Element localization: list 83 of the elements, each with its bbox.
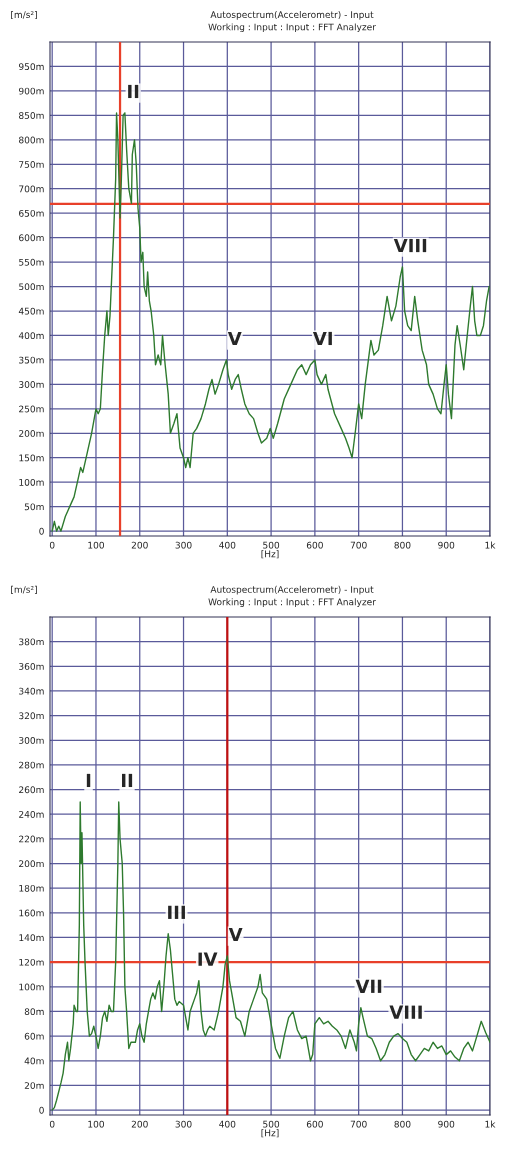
chart-title: Autospectrum(Accelerometr) - Input (210, 11, 374, 20)
y-tick-label: 0 (39, 1106, 44, 1114)
y-axis-title: [m/s²] (11, 11, 37, 20)
annotation: VIII (393, 238, 427, 253)
y-tick-label: 180m (19, 884, 44, 892)
annotation: I (86, 773, 91, 788)
x-tick-label: 0 (49, 541, 55, 549)
y-tick-label: 300m (19, 381, 44, 388)
x-tick-label: 700 (350, 1120, 367, 1128)
y-axis-title: [m/s²] (11, 585, 37, 594)
y-tick-label: 220m (19, 835, 44, 843)
x-tick-label: 500 (263, 1120, 280, 1128)
x-tick-label: 200 (131, 541, 148, 549)
x-tick-label: 400 (219, 541, 236, 549)
y-tick-label: 750m (19, 161, 44, 168)
x-tick-label: 0 (49, 1120, 55, 1128)
y-tick-label: 850m (19, 112, 44, 119)
x-tick-label: 100 (88, 541, 104, 549)
x-tick-label: 900 (438, 1120, 455, 1128)
y-tick-label: 100m (19, 478, 44, 486)
y-tick-label: 900m (18, 87, 44, 95)
x-tick-label: 800 (394, 1120, 411, 1128)
x-tick-label: 800 (394, 541, 411, 549)
x-tick-label: 1k (485, 1120, 496, 1128)
y-tick-label: 250m (19, 405, 44, 413)
x-tick-label: 400 (219, 1120, 236, 1128)
y-tick-label: 650m (19, 209, 44, 217)
y-tick-label: 100m (19, 983, 44, 991)
y-tick-label: 200m (19, 430, 44, 437)
x-tick-label: 500 (263, 541, 280, 549)
annotation: V (227, 331, 242, 346)
y-tick-label: 140m (19, 934, 44, 942)
y-tick-label: 200m (19, 860, 44, 868)
annotation: VII (355, 979, 382, 993)
y-tick-label: 0 (39, 527, 44, 535)
x-tick-label: 300 (175, 541, 192, 549)
y-tick-label: 450m (18, 307, 44, 315)
y-tick-label: 500m (19, 283, 44, 291)
line-series (51, 112, 490, 532)
y-tick-label: 40m (24, 1057, 44, 1065)
annotation: II (122, 773, 133, 788)
y-tick-label: 240m (19, 810, 44, 818)
annotation: V (228, 927, 243, 942)
y-tick-label: 60m (24, 1032, 44, 1040)
y-tick-label: 950m (18, 63, 44, 71)
x-axis-title: [Hz] (261, 550, 279, 559)
y-tick-label: 150m (19, 454, 44, 462)
chart-subtitle: Working : Input : Input : FFT Analyzer (208, 598, 376, 608)
x-tick-label: 300 (175, 1120, 192, 1128)
y-tick-label: 320m (19, 712, 44, 720)
annotation: IV (198, 952, 218, 966)
x-axis-title: [Hz] (261, 1129, 279, 1138)
x-tick-label: 700 (350, 541, 367, 549)
y-tick-label: 120m (19, 958, 44, 966)
x-tick-label: 600 (306, 541, 323, 549)
y-tick-label: 260m (19, 786, 44, 794)
y-tick-label: 800m (19, 136, 44, 144)
x-tick-label: 900 (438, 541, 455, 549)
y-tick-label: 360m (19, 663, 44, 670)
y-tick-label: 700m (19, 185, 44, 193)
annotation: VIII (389, 1005, 422, 1019)
x-tick-label: 600 (306, 1120, 323, 1128)
y-tick-label: 300m (19, 737, 44, 744)
annotation: III (168, 905, 185, 919)
chart-title: Autospectrum(Accelerometr) - Input (210, 585, 374, 595)
y-tick-label: 80m (24, 1008, 44, 1016)
x-tick-label: 200 (131, 1120, 148, 1128)
annotation: II (128, 84, 139, 99)
y-tick-label: 160m (19, 909, 44, 917)
y-tick-label: 340m (19, 687, 44, 695)
y-tick-label: 350m (19, 356, 44, 364)
y-tick-label: 20m (24, 1082, 44, 1089)
annotation: VI (312, 331, 332, 346)
y-tick-label: 50m (24, 503, 44, 511)
chart-subtitle: Working : Input : Input : FFT Analyzer (208, 23, 376, 33)
y-tick-label: 280m (19, 761, 44, 769)
y-tick-label: 600m (19, 234, 44, 242)
y-tick-label: 550m (19, 258, 44, 266)
y-tick-label: 400m (18, 332, 44, 340)
x-tick-label: 100 (88, 1120, 104, 1128)
x-tick-label: 1k (485, 541, 496, 549)
y-tick-label: 380m (19, 638, 44, 646)
line-series (51, 801, 490, 1111)
